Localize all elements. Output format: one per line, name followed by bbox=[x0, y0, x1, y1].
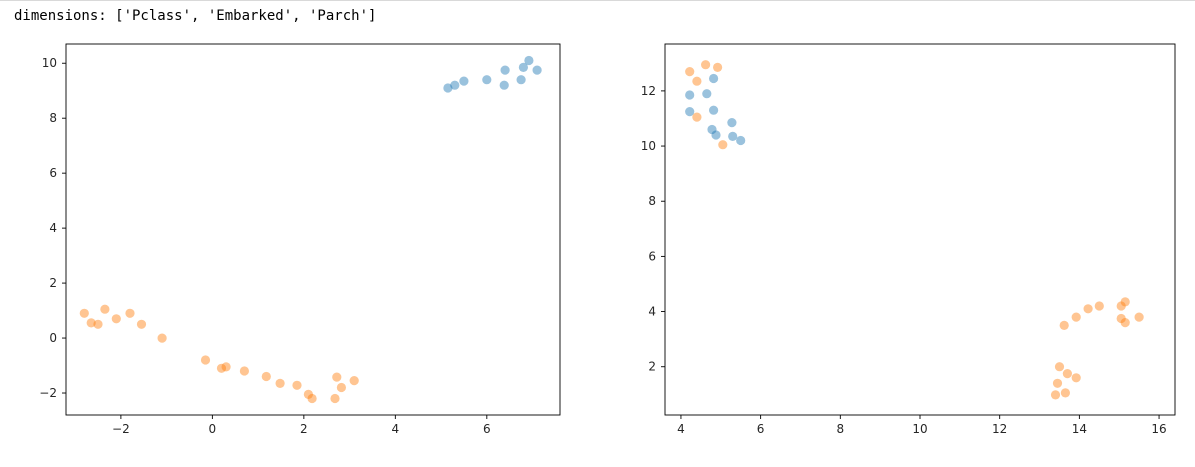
data-point-right-s1-6 bbox=[1059, 320, 1069, 330]
data-point-left-s1-8 bbox=[200, 355, 211, 365]
data-point-right-s1-19 bbox=[1060, 388, 1070, 398]
data-point-left-s0-1 bbox=[450, 80, 460, 90]
data-point-left-s1-7 bbox=[157, 333, 167, 343]
data-point-left-s1-6 bbox=[136, 319, 147, 329]
y-tick-label-right-3: 8 bbox=[648, 194, 656, 208]
data-point-right-s0-8 bbox=[728, 131, 738, 141]
data-point-left-s1-20 bbox=[349, 376, 359, 386]
data-point-right-s1-4 bbox=[713, 62, 723, 72]
data-point-left-s1-4 bbox=[111, 314, 121, 324]
data-point-right-s1-9 bbox=[1094, 301, 1104, 311]
y-tick-label-right-0: 2 bbox=[648, 360, 656, 374]
data-point-left-s0-9 bbox=[532, 65, 542, 75]
y-tick-label-left-2: 2 bbox=[49, 276, 57, 290]
y-tick-label-right-4: 10 bbox=[641, 139, 656, 153]
x-tick-label-right-4: 12 bbox=[992, 422, 1007, 436]
plot-frame-right bbox=[664, 43, 1176, 416]
data-point-right-s0-0 bbox=[685, 90, 695, 100]
data-point-right-s1-17 bbox=[1071, 373, 1081, 383]
data-point-left-s1-0 bbox=[79, 308, 89, 318]
data-point-right-s0-1 bbox=[685, 107, 695, 117]
data-point-left-s1-13 bbox=[275, 378, 285, 388]
data-point-left-s1-11 bbox=[239, 366, 249, 376]
x-tick-label-left-3: 4 bbox=[392, 422, 400, 436]
data-point-left-s1-3 bbox=[100, 304, 110, 314]
data-point-left-s1-19 bbox=[336, 382, 346, 393]
x-tick-label-right-1: 6 bbox=[757, 422, 765, 436]
output-top-rule bbox=[0, 0, 1195, 1]
data-point-right-s1-20 bbox=[1050, 390, 1061, 400]
data-point-left-s1-16 bbox=[307, 393, 317, 404]
data-point-right-s1-12 bbox=[1116, 313, 1126, 324]
data-point-left-s0-4 bbox=[499, 80, 509, 90]
data-point-right-s1-10 bbox=[1116, 301, 1126, 311]
data-point-left-s1-17 bbox=[330, 393, 340, 404]
y-tick-label-left-3: 4 bbox=[49, 221, 57, 235]
data-point-right-s1-7 bbox=[1071, 312, 1081, 322]
data-point-left-s0-6 bbox=[516, 75, 526, 85]
data-point-right-s0-7 bbox=[727, 118, 737, 128]
data-point-right-s1-11 bbox=[1120, 297, 1130, 307]
data-point-right-s0-9 bbox=[736, 135, 746, 146]
data-point-right-s1-18 bbox=[1052, 378, 1063, 388]
data-point-left-s0-8 bbox=[524, 55, 534, 66]
data-point-left-s1-15 bbox=[303, 389, 313, 399]
y-tick-label-left-5: 8 bbox=[49, 111, 57, 125]
data-point-left-s0-2 bbox=[459, 76, 469, 86]
data-point-right-s1-8 bbox=[1083, 304, 1093, 314]
x-tick-label-left-4: 6 bbox=[483, 422, 491, 436]
y-tick-label-right-1: 4 bbox=[648, 305, 656, 319]
x-tick-label-right-3: 10 bbox=[912, 422, 927, 436]
data-point-left-s1-18 bbox=[332, 372, 342, 382]
data-point-left-s0-7 bbox=[518, 62, 529, 72]
x-tick-label-left-1: 0 bbox=[209, 422, 217, 436]
x-tick-label-right-0: 4 bbox=[677, 422, 685, 436]
y-tick-label-left-6: 10 bbox=[42, 56, 57, 70]
data-point-right-s0-5 bbox=[707, 124, 717, 135]
y-tick-label-right-2: 6 bbox=[648, 249, 656, 263]
data-point-left-s1-14 bbox=[292, 380, 302, 390]
data-point-right-s0-2 bbox=[702, 89, 712, 99]
data-point-right-s1-14 bbox=[1134, 312, 1144, 322]
y-tick-label-left-4: 6 bbox=[49, 166, 57, 180]
data-point-right-s1-0 bbox=[685, 67, 695, 77]
data-point-right-s0-4 bbox=[709, 105, 719, 115]
data-point-left-s0-0 bbox=[443, 83, 453, 93]
data-point-right-s1-15 bbox=[1054, 362, 1065, 372]
data-point-left-s1-5 bbox=[125, 308, 135, 318]
data-point-right-s0-3 bbox=[709, 73, 719, 84]
plot-frame-left bbox=[65, 43, 561, 416]
data-point-right-s1-5 bbox=[718, 140, 728, 150]
data-point-right-s1-2 bbox=[692, 112, 702, 122]
data-point-right-s1-13 bbox=[1120, 318, 1130, 328]
data-point-right-s1-1 bbox=[692, 76, 702, 86]
dimensions-caption: dimensions: ['Pclass', 'Embarked', 'Parc… bbox=[14, 8, 377, 24]
x-tick-label-left-0: −2 bbox=[112, 422, 130, 436]
x-tick-label-left-2: 2 bbox=[300, 422, 308, 436]
data-point-left-s1-12 bbox=[261, 371, 271, 382]
data-point-left-s1-2 bbox=[93, 319, 103, 329]
x-tick-label-right-6: 16 bbox=[1151, 422, 1166, 436]
data-point-left-s0-5 bbox=[500, 65, 510, 75]
y-tick-label-left-0: −2 bbox=[39, 386, 57, 400]
data-point-left-s1-9 bbox=[216, 363, 227, 373]
data-point-left-s1-10 bbox=[221, 362, 231, 372]
data-point-left-s0-3 bbox=[482, 75, 492, 85]
data-point-left-s1-1 bbox=[86, 318, 96, 328]
data-point-right-s1-16 bbox=[1062, 369, 1072, 379]
x-tick-label-right-2: 8 bbox=[836, 422, 844, 436]
y-tick-label-left-1: 0 bbox=[49, 331, 57, 345]
data-point-right-s1-3 bbox=[701, 60, 711, 70]
y-tick-label-right-5: 12 bbox=[641, 84, 656, 98]
data-point-right-s0-6 bbox=[711, 130, 721, 140]
x-tick-label-right-5: 14 bbox=[1072, 422, 1087, 436]
